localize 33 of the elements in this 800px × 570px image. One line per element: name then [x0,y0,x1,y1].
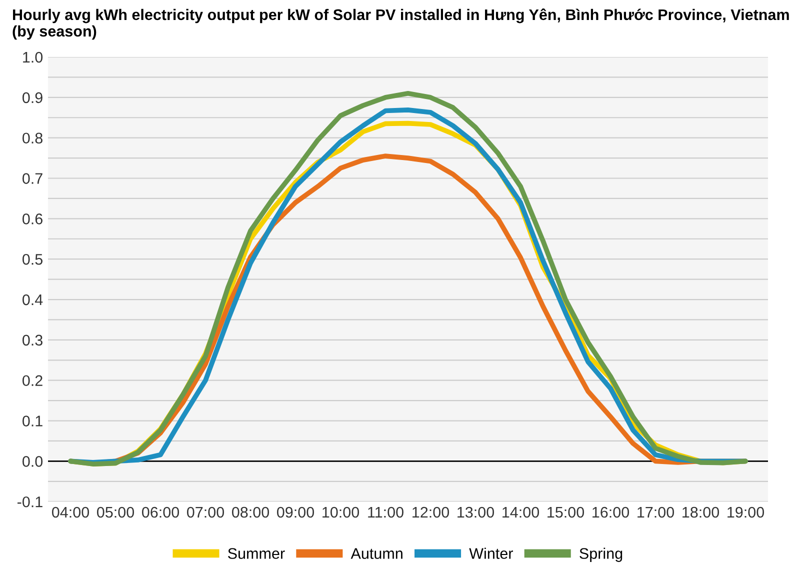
legend-label: Autumn [350,548,402,559]
x-tick-label: 18:00 [682,506,720,518]
y-tick-label: 0.0 [22,456,43,467]
x-tick-label: 05:00 [96,506,134,518]
x-tick-label: 04:00 [52,506,90,518]
y-tick-label: 0.7 [22,173,42,184]
x-tick-label: 07:00 [186,506,224,518]
legend-label: Summer [228,548,285,559]
y-tick-label: 0.8 [22,132,42,144]
y-tick-label: 0.2 [22,375,42,386]
y-tick-label: -0.1 [17,496,42,508]
y-tick-label: 0.6 [22,214,42,224]
chart-title: Hourly avg kWh electricity output per kW of Solar PV installed in Hưng Yên, Bình Phước Province, Vietnam (by season) [12,8,789,40]
y-tick-label: 0.4 [22,294,43,306]
y-tick-label: 0.9 [22,92,42,104]
x-tick-label: 06:00 [142,506,180,518]
x-tick-label: 17:00 [638,506,674,518]
x-tick-label: 13:00 [458,506,494,518]
x-tick-label: 16:00 [592,506,630,518]
x-tick-label: 11:00 [368,506,404,518]
y-tick-label: 0.5 [22,254,42,265]
x-tick-label: 15:00 [548,506,584,518]
x-tick-label: 08:00 [232,506,270,518]
x-tick-label: 12:00 [412,506,450,518]
x-tick-label: 19:00 [728,506,764,518]
x-tick-label: 14:00 [502,506,540,518]
x-tick-label: 10:00 [322,506,360,518]
y-tick-label: 0.1 [22,416,42,426]
legend-label: Winter [469,548,513,559]
legend-label: Spring [580,548,622,562]
y-tick-label: 1.0 [23,52,43,63]
x-tick-label: 09:00 [276,506,314,518]
y-tick-label: 0.3 [22,334,42,346]
